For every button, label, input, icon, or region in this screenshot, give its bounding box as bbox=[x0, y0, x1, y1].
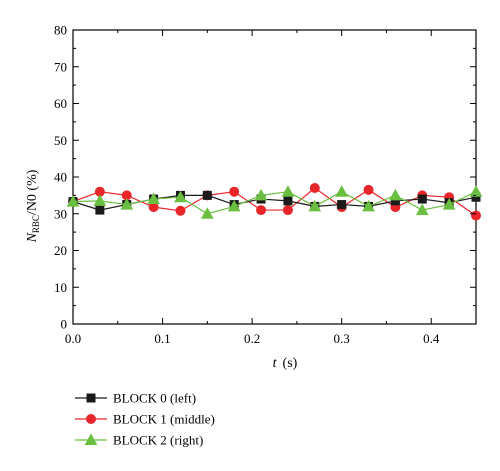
data-point-triangle bbox=[281, 185, 295, 197]
data-point-triangle bbox=[442, 198, 456, 210]
legend-marker-triangle bbox=[84, 433, 98, 445]
y-tick-label: 60 bbox=[54, 96, 67, 111]
legend-label: BLOCK 2 (right) bbox=[113, 433, 203, 448]
y-tick-label: 40 bbox=[54, 170, 67, 185]
x-tick-label: 0.1 bbox=[154, 331, 170, 346]
legend-label: BLOCK 1 (middle) bbox=[113, 412, 215, 427]
data-point-circle bbox=[309, 183, 320, 194]
data-point-square bbox=[283, 196, 293, 206]
legend-marker-circle bbox=[86, 414, 96, 424]
series-line bbox=[72, 187, 477, 217]
y-tick-label: 20 bbox=[54, 243, 67, 258]
data-point-triangle bbox=[415, 203, 429, 216]
data-point-triangle bbox=[120, 198, 134, 210]
plot-frame bbox=[72, 29, 477, 325]
data-point-square bbox=[95, 205, 105, 215]
y-tick-label: 10 bbox=[54, 280, 67, 295]
data-point-triangle bbox=[147, 192, 160, 205]
data-point-triangle bbox=[93, 194, 107, 206]
legend-item: BLOCK 1 (middle) bbox=[75, 412, 215, 427]
series-layer bbox=[66, 183, 483, 221]
data-point-triangle bbox=[227, 199, 241, 212]
data-point-circle bbox=[363, 184, 374, 195]
y-tick-label: 80 bbox=[54, 23, 67, 38]
x-tick-label: 0.2 bbox=[244, 331, 260, 346]
legend: BLOCK 0 (left) BLOCK 1 (middle) BLOCK 2 (r… bbox=[75, 391, 215, 448]
legend-item: BLOCK 0 (left) bbox=[75, 391, 196, 406]
legend-item: BLOCK 2 (right) bbox=[75, 433, 203, 448]
data-point-circle bbox=[175, 205, 186, 216]
data-point-triangle bbox=[469, 185, 483, 197]
legend-marker-square bbox=[86, 393, 96, 403]
x-tick-label: 0.0 bbox=[65, 331, 81, 346]
plot-area bbox=[72, 29, 477, 325]
data-point-triangle bbox=[362, 199, 375, 212]
data-point-square bbox=[337, 200, 347, 210]
data-point-square bbox=[202, 190, 212, 200]
data-point-triangle bbox=[389, 188, 402, 201]
data-point-circle bbox=[229, 186, 240, 197]
y-tick-label: 0 bbox=[61, 317, 68, 332]
y-tick-label: 70 bbox=[54, 59, 67, 74]
data-point-circle bbox=[256, 205, 267, 216]
data-point-circle bbox=[282, 205, 293, 216]
data-point-triangle bbox=[254, 188, 268, 201]
legend-label: BLOCK 0 (left) bbox=[113, 391, 196, 406]
data-point-circle bbox=[471, 210, 481, 221]
y-tick-label: 30 bbox=[54, 206, 67, 221]
data-point-square bbox=[417, 194, 427, 204]
x-tick-label: 0.4 bbox=[423, 331, 440, 346]
x-tick-label: 0.3 bbox=[334, 331, 350, 346]
data-point-triangle bbox=[335, 185, 349, 197]
data-point-triangle bbox=[200, 207, 214, 219]
axes-layer: 0.0 0.1 0.2 0.3 0.4 0 10 20 30 40 50 60 70 80 bbox=[54, 23, 476, 346]
y-axis-title: NRBC/N0 (%) bbox=[25, 169, 41, 243]
series-line bbox=[72, 191, 477, 215]
data-point-triangle bbox=[174, 190, 187, 203]
data-point-triangle bbox=[308, 199, 322, 212]
data-point-triangle bbox=[66, 195, 80, 207]
series-2 bbox=[66, 185, 483, 219]
y-tick-label: 50 bbox=[54, 133, 67, 148]
x-axis-title: t (s) bbox=[273, 356, 298, 371]
